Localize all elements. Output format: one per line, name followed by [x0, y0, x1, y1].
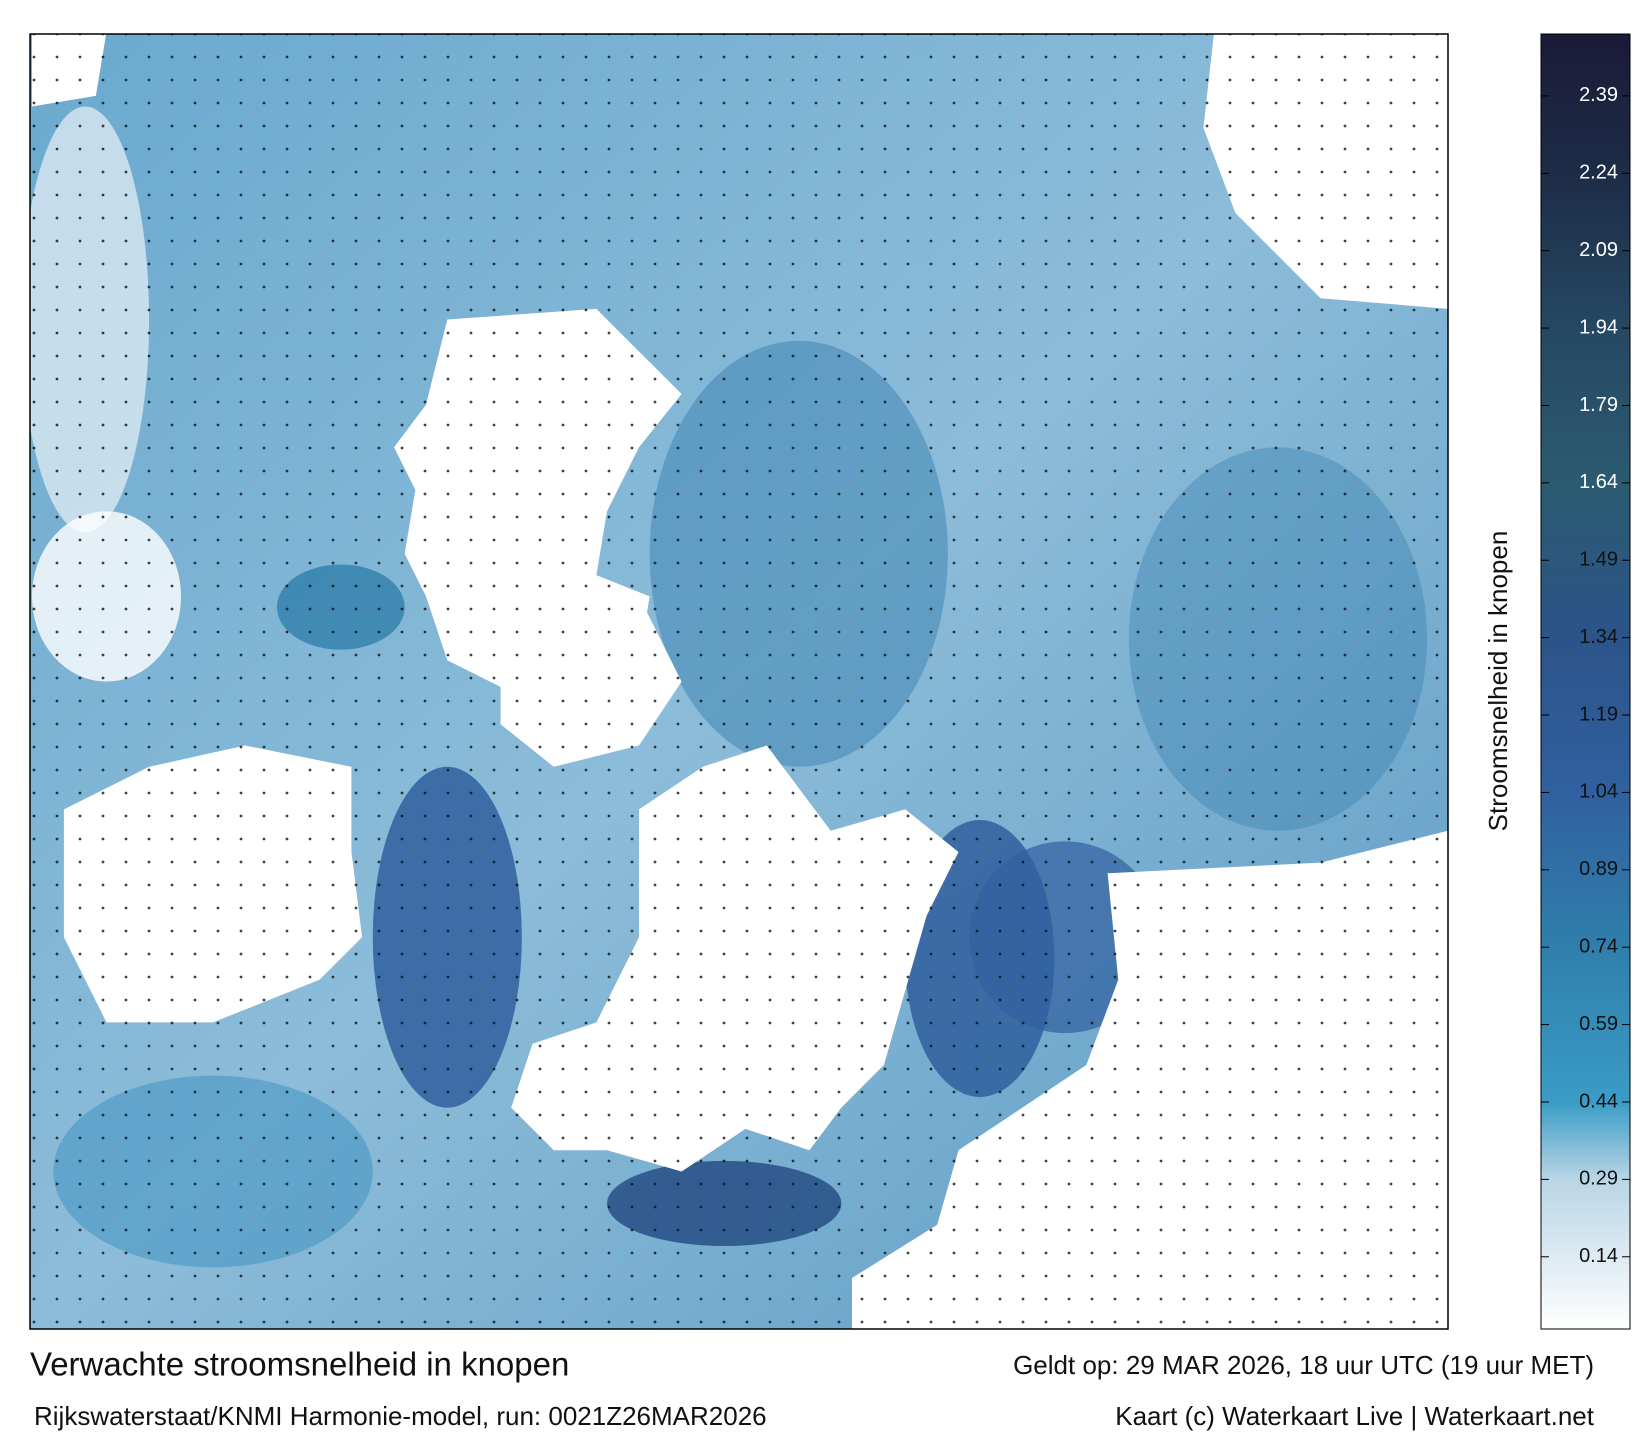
colorbar-tick-label: 1.19: [1579, 703, 1618, 725]
colorbar-tick-label: 0.59: [1579, 1013, 1618, 1035]
colorbar-tick-label: 0.89: [1579, 858, 1618, 880]
colorbar-tick-label: 1.64: [1579, 471, 1618, 493]
colorbar-tick-label: 2.24: [1579, 162, 1618, 184]
colorbar-rect: [1540, 33, 1631, 1330]
valid-time: Geldt op: 29 MAR 2026, 18 uur UTC (19 uu…: [1013, 1350, 1594, 1380]
colorbar-tick-label: 0.74: [1579, 935, 1618, 957]
colorbar-tick-label: 0.14: [1579, 1245, 1618, 1267]
colorbar-tick-label: 2.39: [1579, 84, 1618, 106]
credit: Kaart (c) Waterkaart Live | Waterkaart.n…: [1115, 1401, 1595, 1431]
colorbar-tick-label: 0.44: [1579, 1090, 1618, 1112]
colorbar: 0.14 0.29 0.44 0.59 0.74 0.89 1.04 1.19 1.34 1.49…: [1540, 33, 1631, 1330]
colorbar-tick-label: 1.94: [1579, 316, 1618, 338]
map-frame: [29, 33, 1449, 1330]
colorbar-tick-label: 1.49: [1579, 549, 1618, 571]
colorbar-tick-label: 1.34: [1579, 626, 1618, 648]
map-area: [30, 34, 1448, 1329]
colorbar-tick-label: 0.29: [1579, 1168, 1618, 1190]
subtitle: Rijkswaterstaat/KNMI Harmonie-model, run…: [34, 1401, 767, 1431]
title: Verwachte stroomsnelheid in knopen: [30, 1346, 569, 1383]
colorbar-tick-label: 1.79: [1579, 394, 1618, 416]
arrow-grid: [30, 34, 1448, 1329]
colorbar-tick-label: 1.04: [1579, 781, 1618, 803]
colorbar-tick-label: 2.09: [1579, 239, 1618, 261]
colorbar-label: Stroomsnelheid in knopen: [1483, 531, 1513, 832]
